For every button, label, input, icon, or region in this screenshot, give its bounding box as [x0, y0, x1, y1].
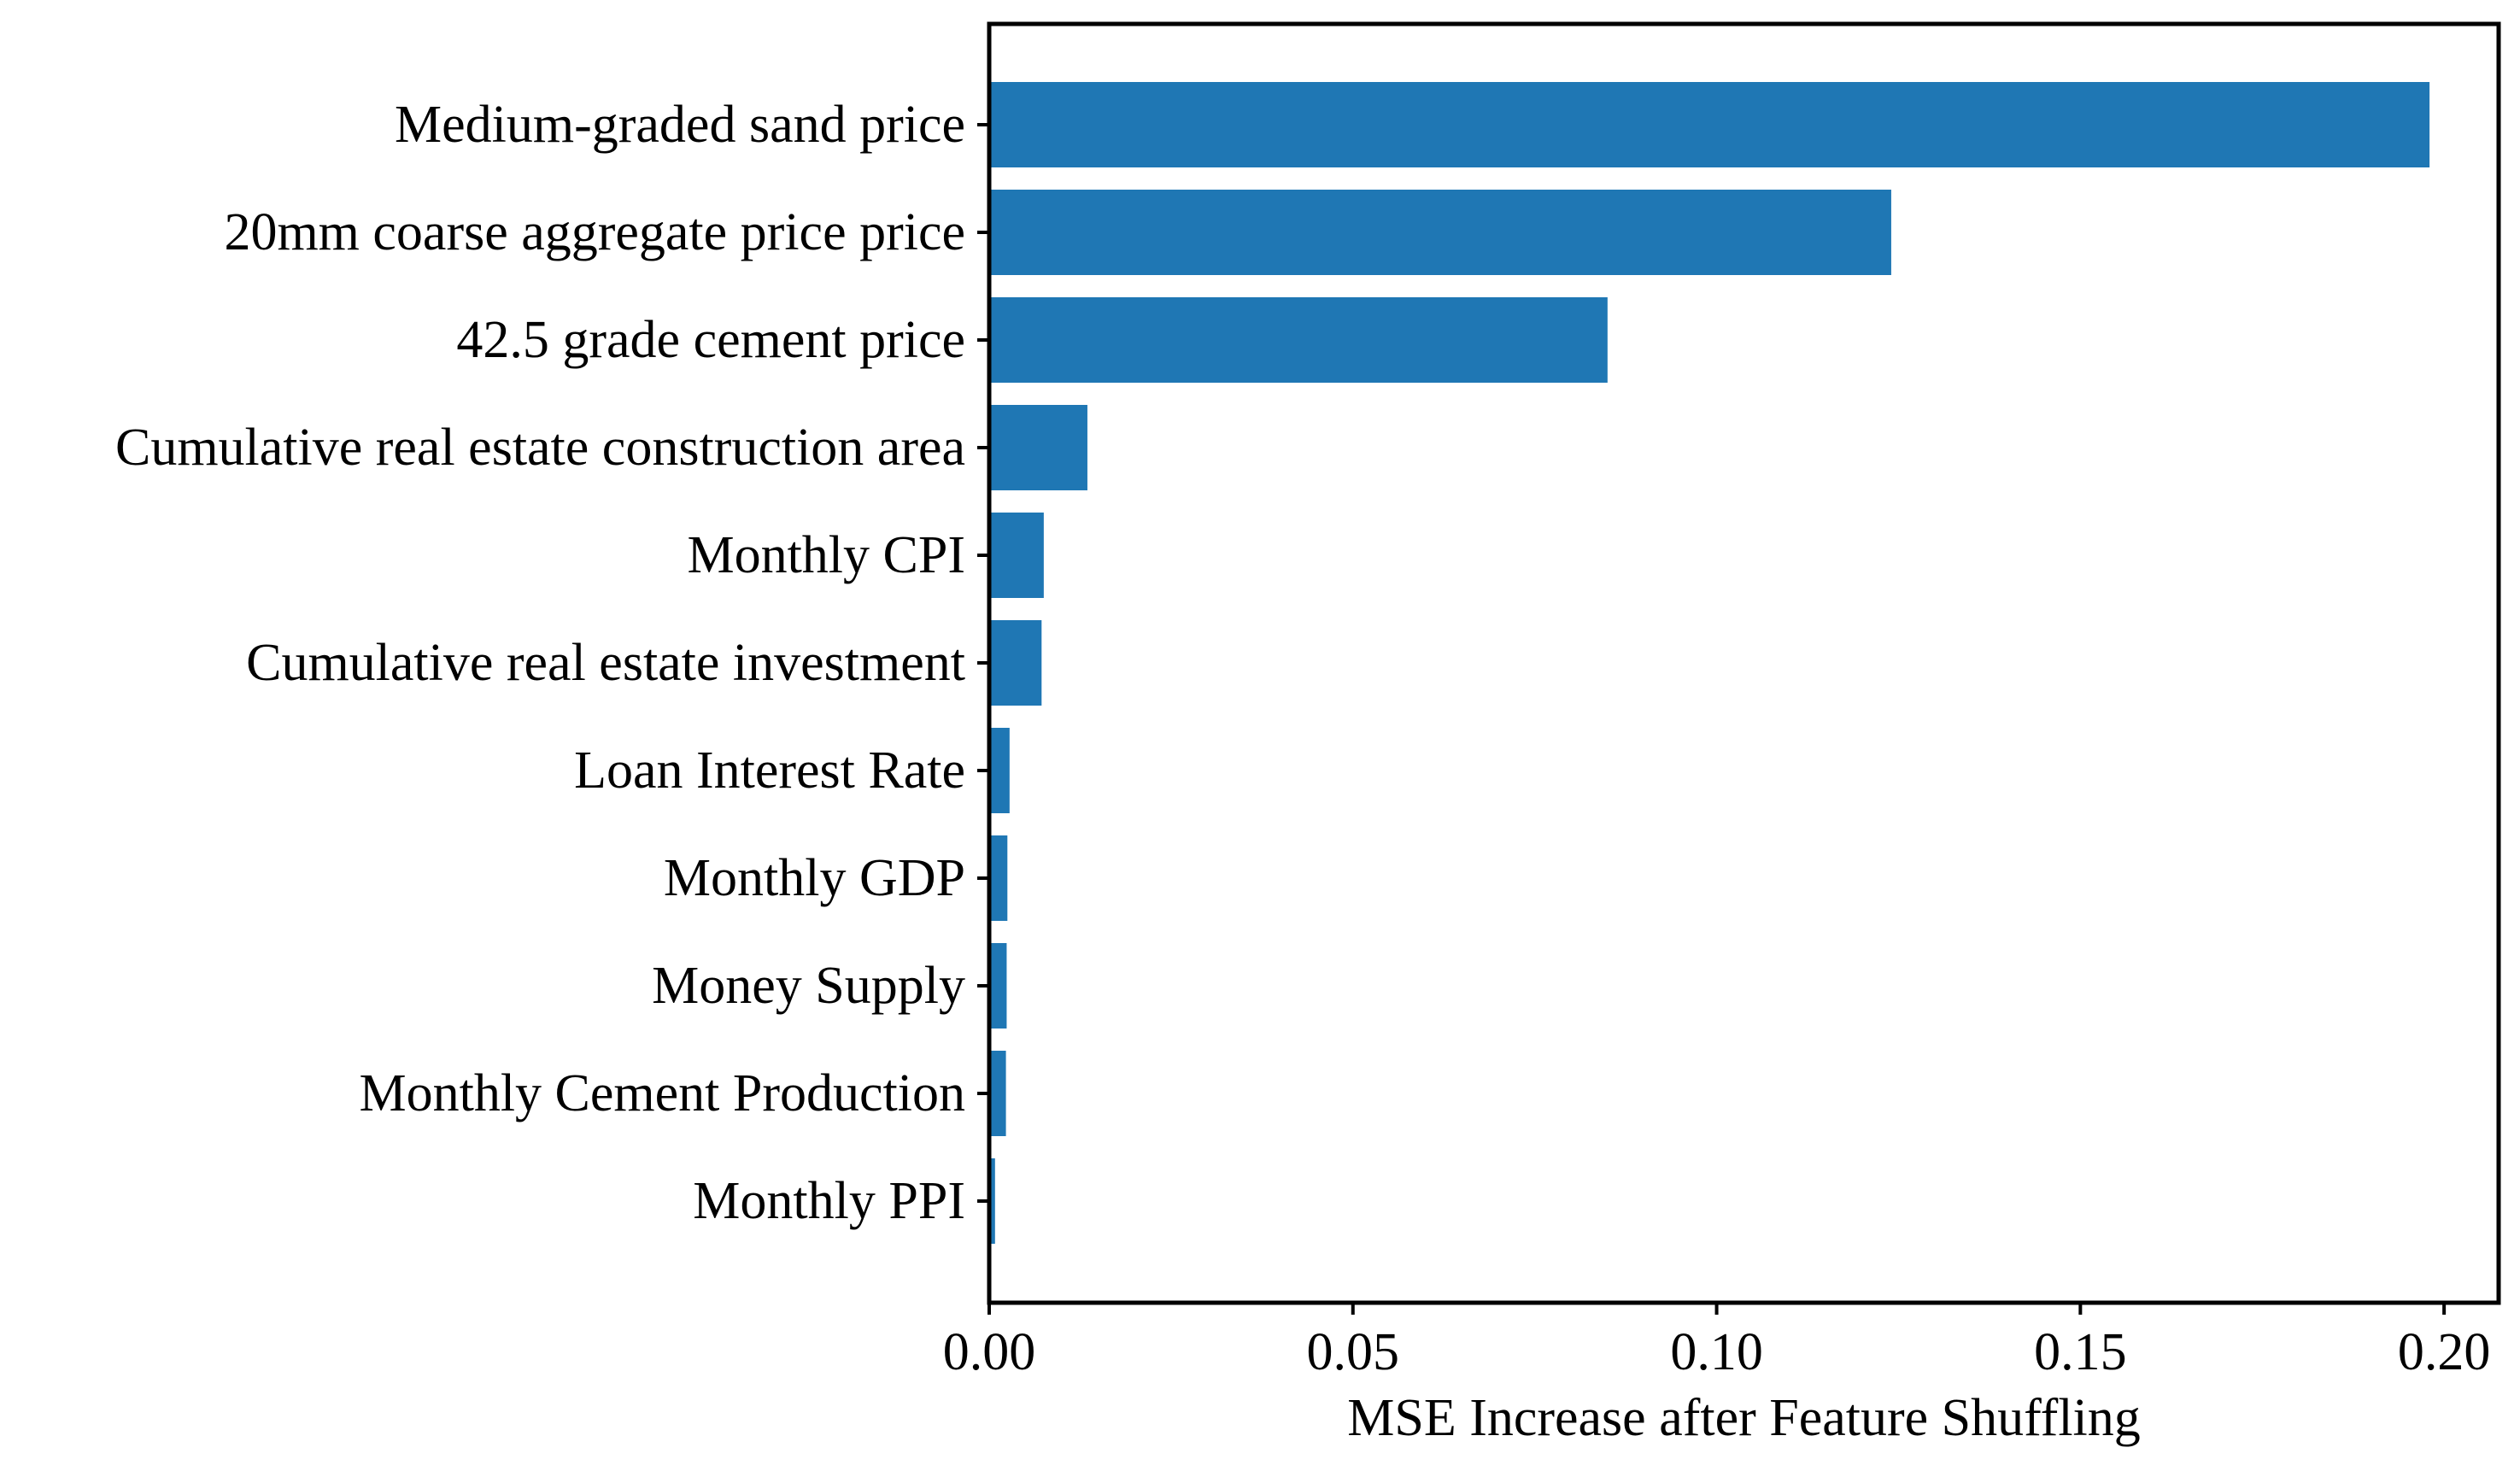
bars: [989, 82, 2430, 1244]
y-tick-label: Cumulative real estate investment: [246, 634, 965, 692]
y-axis-ticks: Medium-graded sand price 20mm coarse aggr…: [115, 96, 989, 1230]
bar: [989, 943, 1007, 1029]
bar: [989, 190, 1891, 275]
bar: [989, 513, 1044, 598]
y-tick-label: 20mm coarse aggregate price price: [224, 203, 965, 261]
y-tick-label: Cumulative real estate construction area: [115, 419, 965, 477]
x-axis-title: MSE Increase after Feature Shuffling: [1347, 1389, 2141, 1447]
x-tick-label: 0.00: [943, 1323, 1036, 1381]
bar: [989, 297, 1608, 383]
y-tick-label: 42.5 grade cement price: [456, 311, 965, 369]
x-axis-ticks: 0.00 0.05 0.10 0.15 0.20: [943, 1303, 2491, 1381]
x-tick-label: 0.15: [2034, 1323, 2127, 1381]
y-tick-label: Medium-graded sand price: [395, 96, 965, 154]
bar: [989, 835, 1008, 921]
bar: [989, 728, 1010, 813]
bar: [989, 405, 1087, 490]
x-tick-label: 0.10: [1670, 1323, 1763, 1381]
x-tick-label: 0.20: [2398, 1323, 2491, 1381]
plot-frame: [987, 21, 2501, 1305]
bar: [989, 1158, 995, 1244]
bar: [989, 620, 1042, 706]
x-tick-label: 0.05: [1307, 1323, 1400, 1381]
bar: [989, 1051, 1006, 1136]
y-tick-label: Monthly GDP: [664, 849, 965, 907]
y-tick-label: Monthly Cement Production: [359, 1064, 965, 1122]
y-tick-label: Monthly PPI: [693, 1172, 965, 1230]
y-tick-label: Loan Interest Rate: [574, 741, 965, 800]
y-tick-label: Monthly CPI: [687, 526, 965, 584]
y-tick-label: Money Supply: [652, 957, 965, 1015]
bar: [989, 82, 2430, 167]
